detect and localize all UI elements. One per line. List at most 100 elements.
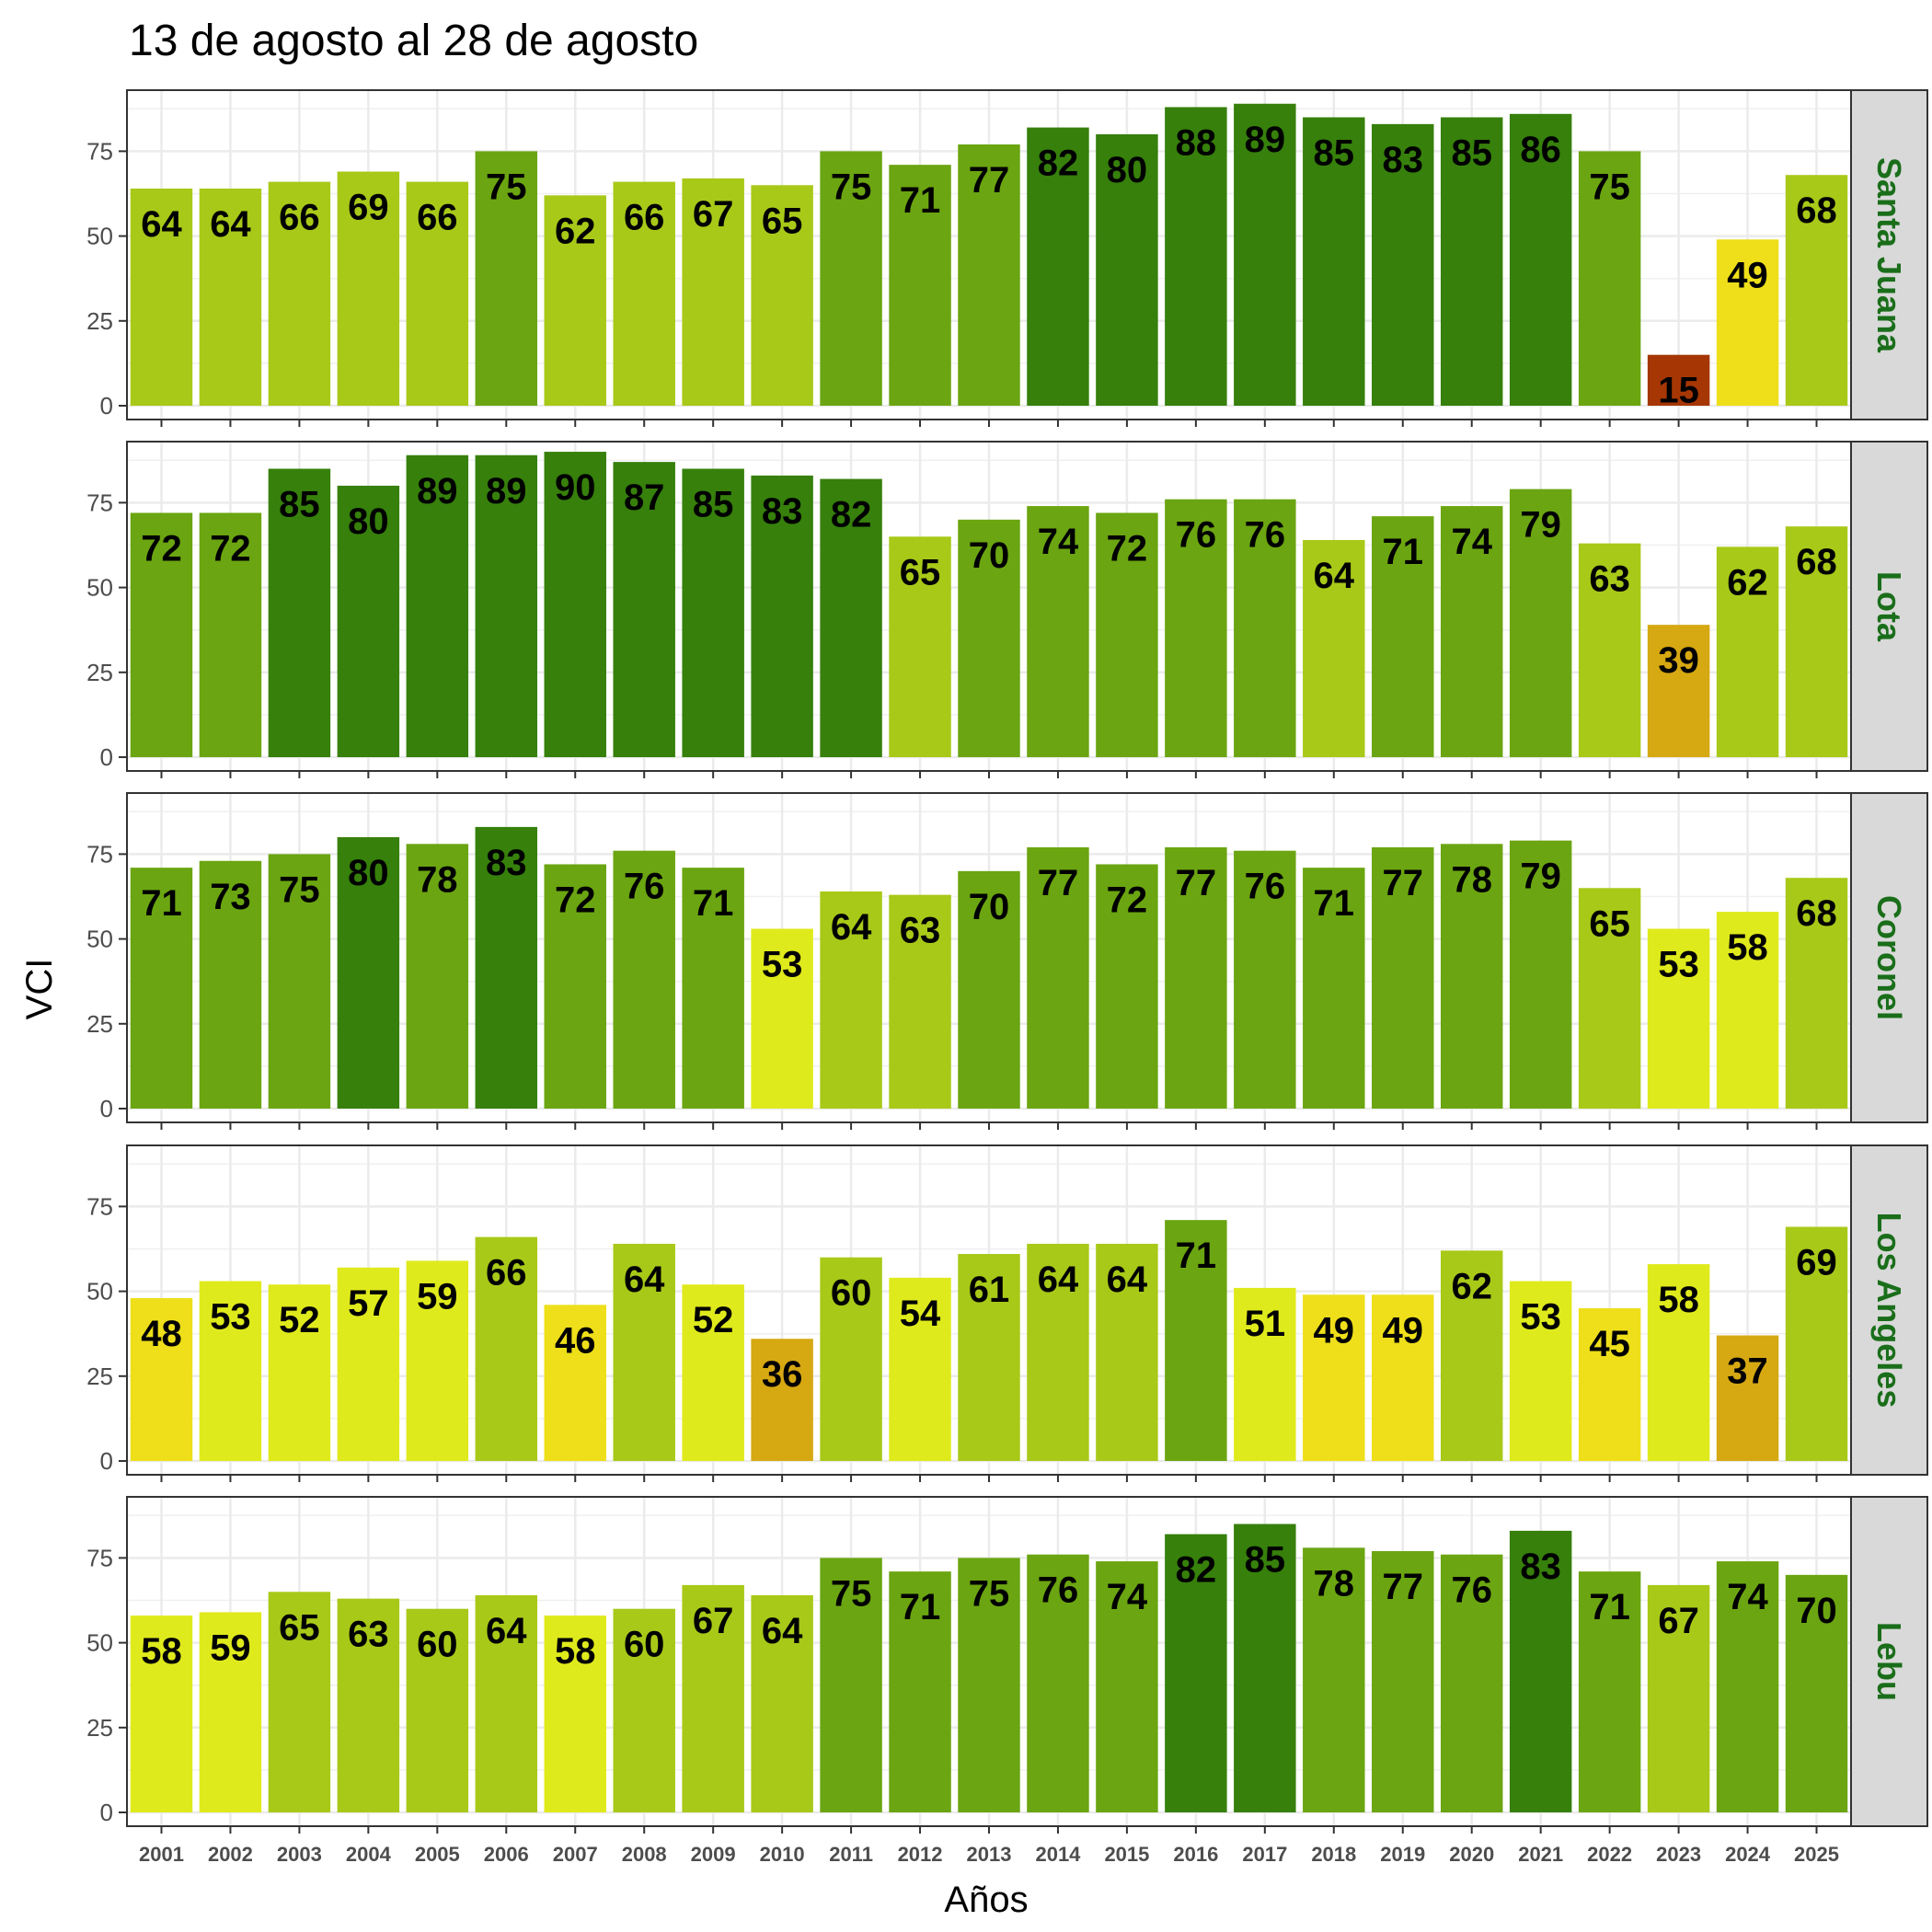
- bar-label: 74: [1727, 1577, 1768, 1617]
- facet-strip: [1850, 89, 1928, 420]
- bar-2008: [613, 462, 675, 757]
- y-tick-label: 25: [86, 1010, 113, 1038]
- bar-label: 64: [210, 204, 251, 245]
- bar-2006: [475, 454, 538, 757]
- bar-label: 75: [831, 167, 872, 207]
- bar-2006: [475, 151, 538, 407]
- y-tick-label: 25: [86, 307, 113, 335]
- x-tick-label: 2009: [691, 1843, 736, 1866]
- bar-label: 79: [1520, 857, 1561, 897]
- bar-2014: [1027, 847, 1089, 1109]
- x-tick-label: 2005: [415, 1843, 460, 1866]
- bar-label: 63: [348, 1615, 389, 1655]
- bar-2002: [199, 1281, 262, 1461]
- x-tick-label: 2003: [277, 1843, 322, 1866]
- bar-label: 65: [900, 552, 941, 592]
- bar-2009: [682, 1584, 744, 1812]
- x-tick-label: 2004: [346, 1843, 392, 1866]
- y-tick-label: 25: [86, 1714, 113, 1742]
- bar-2021: [1509, 113, 1572, 407]
- bar-label: 71: [141, 883, 182, 924]
- bar-label: 66: [417, 198, 458, 238]
- bar-2019: [1372, 516, 1434, 757]
- bar-2003: [268, 1592, 331, 1812]
- bar-2004: [337, 836, 400, 1109]
- y-tick-label: 75: [86, 840, 113, 868]
- bar-label: 68: [1796, 893, 1837, 934]
- x-tick-label: 2014: [1035, 1843, 1081, 1866]
- chart-title: 13 de agosto al 28 de agosto: [129, 17, 698, 65]
- bar-2019: [1372, 123, 1434, 406]
- bar-2006: [475, 826, 538, 1109]
- bar-2025: [1785, 1226, 1848, 1461]
- bar-2020: [1440, 1250, 1503, 1461]
- bar-2004: [337, 1598, 400, 1812]
- bar-2012: [889, 536, 951, 757]
- bar-2024: [1716, 1335, 1779, 1461]
- bar-label: 75: [969, 1573, 1010, 1614]
- bar-2010: [751, 185, 813, 406]
- bar-2001: [130, 1616, 193, 1812]
- bar-label: 73: [210, 877, 251, 917]
- facet-strip: [1850, 441, 1928, 772]
- facet-strip-label: Lebu: [1870, 1622, 1908, 1701]
- bar-2015: [1096, 1243, 1158, 1461]
- bar-2023: [1647, 354, 1710, 406]
- bar-2016: [1165, 1220, 1227, 1461]
- bar-2012: [889, 1277, 951, 1461]
- bar-label: 88: [1176, 122, 1217, 163]
- bar-label: 64: [762, 1611, 803, 1651]
- bar-label: 64: [1038, 1259, 1079, 1300]
- bar-label: 65: [762, 201, 803, 241]
- bar-2015: [1096, 133, 1158, 407]
- x-tick-label: 2007: [553, 1843, 598, 1866]
- facet-strip-label: Lota: [1870, 571, 1908, 642]
- bar-2014: [1027, 1554, 1089, 1812]
- bar-2009: [682, 868, 744, 1109]
- bar-label: 64: [1107, 1259, 1148, 1300]
- bar-label: 65: [279, 1607, 320, 1648]
- bar-label: 39: [1658, 640, 1699, 681]
- bar-label: 68: [1796, 542, 1837, 582]
- bar-label: 75: [1589, 167, 1630, 207]
- bar-label: 70: [969, 887, 1010, 927]
- bar-label: 59: [417, 1276, 458, 1317]
- bar-label: 64: [141, 204, 182, 245]
- bar-2005: [406, 181, 469, 406]
- x-tick-label: 2006: [484, 1843, 529, 1866]
- bar-label: 67: [693, 1601, 734, 1641]
- bar-2024: [1716, 912, 1779, 1109]
- facet-strip: [1850, 1496, 1928, 1827]
- bar-label: 45: [1589, 1324, 1630, 1364]
- bar-2010: [751, 1594, 813, 1812]
- bar-label: 52: [693, 1300, 734, 1340]
- bar-2011: [820, 891, 882, 1109]
- bar-label: 74: [1107, 1577, 1148, 1617]
- bar-label: 71: [1176, 1236, 1217, 1276]
- bar-2017: [1234, 1524, 1296, 1812]
- bar-2023: [1647, 1584, 1710, 1812]
- x-tick-label: 2015: [1104, 1843, 1149, 1866]
- bar-label: 72: [555, 880, 596, 920]
- x-tick-label: 2016: [1173, 1843, 1218, 1866]
- bar-label: 76: [1451, 1570, 1492, 1611]
- bar-label: 15: [1658, 371, 1699, 411]
- x-tick-label: 2017: [1242, 1843, 1287, 1866]
- bar-label: 89: [486, 471, 527, 512]
- bar-2022: [1578, 888, 1641, 1109]
- bar-2013: [958, 870, 1020, 1109]
- bar-label: 62: [1451, 1266, 1492, 1306]
- bar-2017: [1234, 103, 1296, 406]
- bar-label: 76: [1245, 515, 1286, 556]
- bar-2017: [1234, 499, 1296, 757]
- bar-label: 58: [1658, 1280, 1699, 1320]
- bar-2025: [1785, 526, 1848, 757]
- bar-2007: [544, 1616, 606, 1812]
- x-tick-label: 2025: [1794, 1843, 1839, 1866]
- y-tick-label: 0: [100, 1799, 113, 1826]
- bar-2025: [1785, 878, 1848, 1109]
- bar-2020: [1440, 844, 1503, 1109]
- x-tick-label: 2020: [1449, 1843, 1494, 1866]
- bar-2003: [268, 854, 331, 1109]
- bar-2012: [889, 894, 951, 1109]
